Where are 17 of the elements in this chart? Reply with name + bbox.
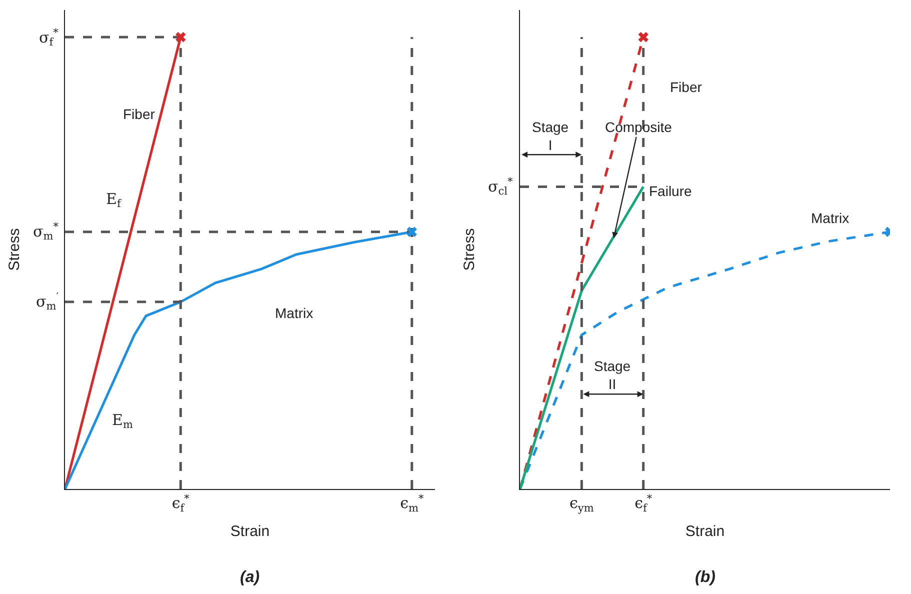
annotation: Matrix [275, 305, 314, 321]
y-axis-title: Stress [461, 228, 478, 271]
annotation: Composite [605, 119, 672, 135]
annotation: E$_{m}$ [112, 411, 133, 432]
annotation: Matrix [811, 210, 850, 226]
annotation: Fiber [123, 106, 156, 122]
annotation: Stage II [594, 358, 631, 392]
y-axis-title: Stress [6, 228, 24, 271]
annotation: Failure [649, 183, 692, 199]
annotation: Fiber [670, 79, 702, 95]
x-tick-label: ϵ$_{ym}$ [570, 494, 594, 514]
annotation: E$_{f}$ [106, 190, 122, 210]
annotation: Stage I [532, 119, 569, 154]
text: (b) [695, 569, 716, 586]
x-axis-title: Strain [230, 523, 270, 540]
text: (a) [240, 569, 260, 586]
x-axis-title: Strain [685, 523, 725, 540]
